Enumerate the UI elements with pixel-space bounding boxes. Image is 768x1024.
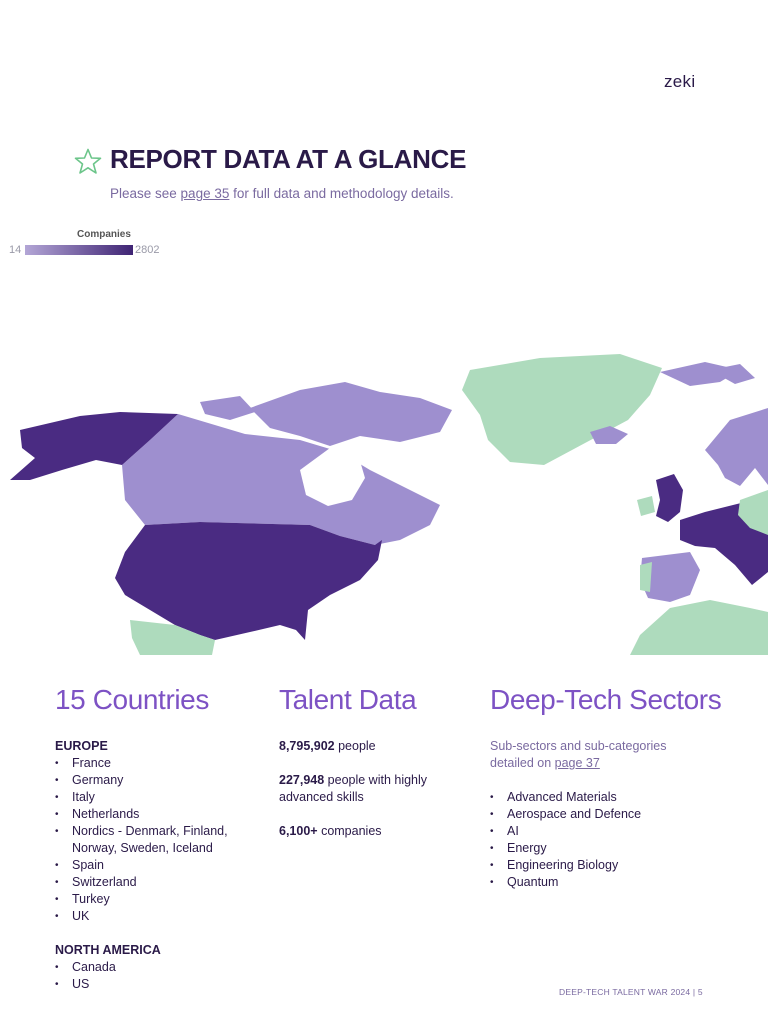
- map-region-central-europe: [738, 490, 768, 535]
- map-region-portugal: [640, 562, 652, 592]
- world-map: [10, 354, 768, 655]
- map-region-svalbard: [710, 364, 755, 384]
- map-region-usa: [115, 522, 382, 640]
- map-region-canada: [122, 414, 440, 545]
- europe-list: France Germany Italy Netherlands Nordics…: [55, 755, 265, 925]
- sectors-column: Deep-Tech Sectors Sub-sectors and sub-ca…: [490, 684, 750, 891]
- sector-item: Aerospace and Defence: [490, 806, 750, 823]
- map-region-hudson-bay: [300, 448, 365, 506]
- country-item: Germany: [55, 772, 265, 789]
- country-item: Nordics - Denmark, Finland, Norway, Swed…: [55, 823, 265, 857]
- sector-item: Quantum: [490, 874, 750, 891]
- sectors-list: Advanced Materials Aerospace and Defence…: [490, 789, 750, 891]
- country-item: Italy: [55, 789, 265, 806]
- talent-stat: 6,100+ companies: [279, 823, 479, 840]
- country-item: Canada: [55, 959, 265, 976]
- map-region-iberia: [640, 552, 700, 602]
- map-region-alaska: [10, 412, 178, 480]
- talent-heading: Talent Data: [279, 684, 417, 715]
- legend-gradient-bar: [25, 245, 133, 255]
- map-region-iceland: [590, 426, 628, 444]
- talent-stat: 8,795,902 people: [279, 738, 479, 755]
- stat-value: 6,100+: [279, 824, 318, 838]
- footer-separator: |: [690, 987, 698, 997]
- subtitle-text-before: Please see: [110, 186, 181, 201]
- country-item: US: [55, 976, 265, 993]
- map-region-arctic-islands: [250, 382, 452, 446]
- page-title: REPORT DATA AT A GLANCE: [110, 144, 467, 174]
- map-region-mexico: [130, 620, 215, 655]
- page-number: 5: [697, 987, 703, 997]
- country-item: Spain: [55, 857, 265, 874]
- sectors-note: Sub-sectors and sub-categories detailed …: [490, 738, 690, 772]
- country-item: Turkey: [55, 891, 265, 908]
- legend-title: Companies: [77, 229, 131, 240]
- map-region-uk: [656, 474, 683, 522]
- country-item: France: [55, 755, 265, 772]
- star-icon: [74, 148, 102, 174]
- legend-min-value: 14: [9, 244, 22, 256]
- page-37-link[interactable]: page 37: [554, 756, 600, 770]
- map-region-ireland: [637, 496, 655, 516]
- legend-max-value: 2802: [135, 244, 160, 256]
- map-region-greenland: [462, 354, 662, 465]
- talent-stat: 227,948 people with highly advanced skil…: [279, 772, 479, 806]
- stat-value: 227,948: [279, 773, 325, 787]
- map-region-north-africa: [630, 600, 768, 655]
- sectors-heading: Deep-Tech Sectors: [490, 684, 722, 715]
- countries-heading: 15 Countries: [55, 684, 209, 715]
- country-item: Netherlands: [55, 806, 265, 823]
- subtitle-text-after: for full data and methodology details.: [229, 186, 454, 201]
- zeki-logo: zeki: [664, 72, 696, 91]
- sector-item: Engineering Biology: [490, 857, 750, 874]
- page-35-link[interactable]: page 35: [180, 186, 230, 201]
- country-item: Switzerland: [55, 874, 265, 891]
- stat-value: 8,795,902: [279, 739, 335, 753]
- stat-text: people with highly advanced skills: [279, 773, 428, 804]
- stat-text: people: [334, 739, 376, 753]
- page-subtitle: Please see page 35 for full data and met…: [110, 186, 454, 201]
- talent-column: Talent Data 8,795,902 people 227,948 peo…: [279, 684, 479, 857]
- sectors-note-text: Sub-sectors and sub-categories detailed …: [490, 739, 667, 770]
- map-region-scandinavia: [705, 408, 768, 486]
- europe-label: EUROPE: [55, 739, 108, 753]
- sector-item: Energy: [490, 840, 750, 857]
- country-item: UK: [55, 908, 265, 925]
- stat-text: companies: [317, 824, 382, 838]
- map-region-arctic-island-west: [200, 396, 255, 420]
- page-footer: DEEP-TECH TALENT WAR 2024 | 5: [559, 987, 703, 997]
- countries-column: 15 Countries EUROPE France Germany Italy…: [55, 684, 265, 993]
- north-america-label: NORTH AMERICA: [55, 943, 161, 957]
- sector-item: Advanced Materials: [490, 789, 750, 806]
- sector-item: AI: [490, 823, 750, 840]
- footer-text: DEEP-TECH TALENT WAR 2024: [559, 987, 691, 997]
- north-america-list: Canada US: [55, 959, 265, 993]
